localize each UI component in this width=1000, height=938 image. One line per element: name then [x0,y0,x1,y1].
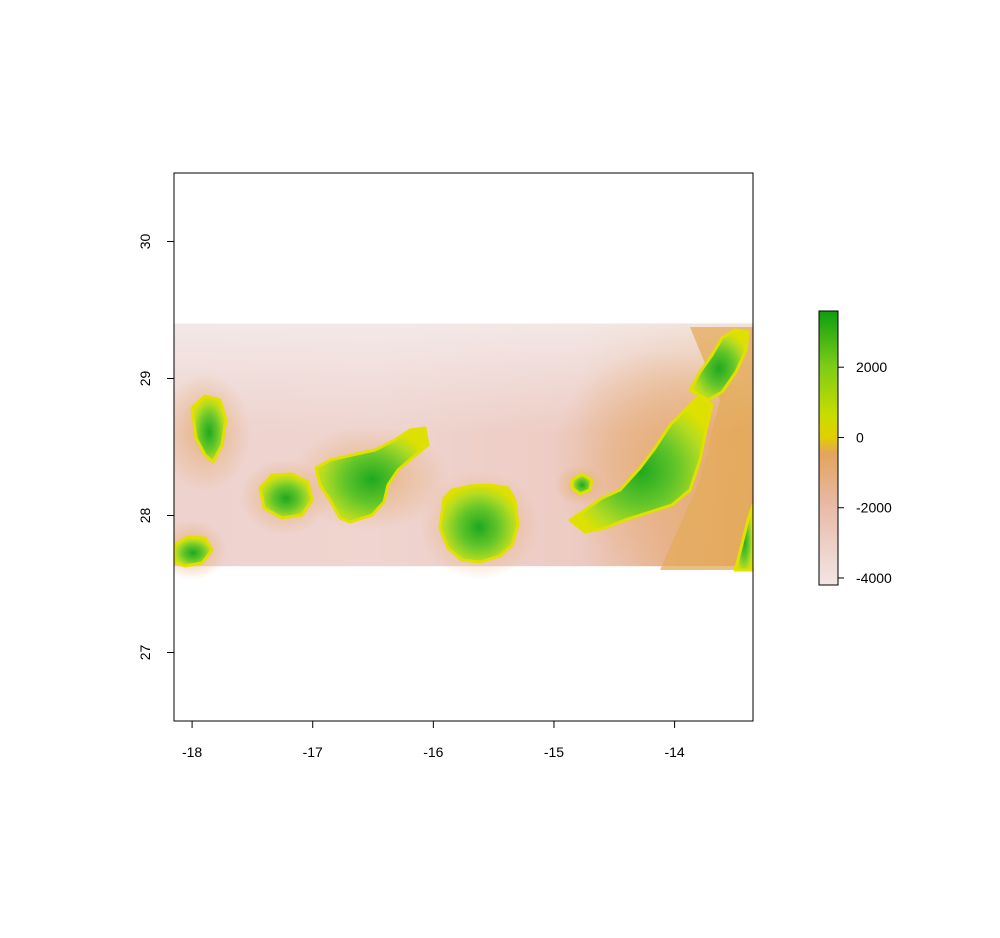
y-tick-label: 30 [137,234,153,250]
legend-tick-label: -4000 [856,570,892,586]
island-fuerteventura [568,393,714,534]
legend-colorbar [818,310,839,586]
island-la-palma [190,394,228,464]
x-tick-label: -18 [182,744,202,760]
legend-tick-label: 2000 [856,359,887,375]
x-axis: -18 -17 -16 -15 -14 [182,721,685,760]
island-tenerife [314,426,430,524]
island-el-hierro [174,535,214,568]
y-tick-label: 29 [137,371,153,387]
island-lanzarote [688,328,750,402]
plot-frame [173,172,754,722]
x-tick-label: -14 [664,744,684,760]
island-gran-canaria [438,483,520,564]
legend-tick-label: -2000 [856,500,892,516]
x-tick-label: -16 [423,744,443,760]
eastern-shelf [660,327,753,570]
y-tick-label: 28 [137,508,153,524]
color-legend: 2000 0 -2000 -4000 [818,310,892,586]
island-la-gomera [258,472,314,520]
elevation-raster [174,323,753,580]
y-tick-label: 27 [137,645,153,661]
y-axis: 27 28 29 30 [137,234,174,661]
islet-lobos [570,472,594,496]
x-tick-label: -17 [303,744,323,760]
x-tick-label: -15 [544,744,564,760]
africa-coast [733,503,753,572]
legend-tick-label: 0 [856,429,864,445]
